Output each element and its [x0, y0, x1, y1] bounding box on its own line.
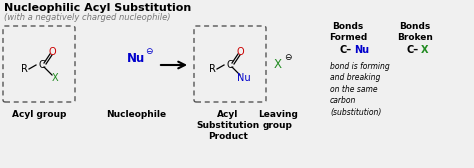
Text: O: O — [236, 47, 244, 57]
Text: ⊖: ⊖ — [284, 53, 292, 62]
Text: ⊖: ⊖ — [145, 47, 153, 55]
Text: Nu: Nu — [354, 45, 369, 55]
Text: Nucleophile: Nucleophile — [106, 110, 166, 119]
Text: Bonds
Formed: Bonds Formed — [329, 22, 367, 42]
Text: X: X — [421, 45, 428, 55]
Text: C–: C– — [407, 45, 419, 55]
Text: Bonds
Broken: Bonds Broken — [397, 22, 433, 42]
Text: Nu: Nu — [127, 52, 145, 65]
Text: C: C — [227, 60, 233, 70]
Text: bond is forming
and breaking
on the same
carbon
(substitution): bond is forming and breaking on the same… — [330, 62, 390, 117]
Text: Nucleophilic Acyl Substitution: Nucleophilic Acyl Substitution — [4, 3, 191, 13]
Text: X: X — [274, 58, 282, 72]
Text: Acyl group: Acyl group — [12, 110, 66, 119]
Text: Nu: Nu — [237, 73, 251, 83]
Text: Leaving
group: Leaving group — [258, 110, 298, 130]
Text: O: O — [48, 47, 56, 57]
Text: X: X — [52, 73, 58, 83]
Text: R: R — [21, 64, 28, 74]
Text: R: R — [209, 64, 216, 74]
Text: C: C — [38, 60, 46, 70]
Text: (with a negatively charged nucleophile): (with a negatively charged nucleophile) — [4, 13, 171, 22]
Text: C–: C– — [340, 45, 352, 55]
Text: Acyl
Substitution
Product: Acyl Substitution Product — [196, 110, 260, 141]
